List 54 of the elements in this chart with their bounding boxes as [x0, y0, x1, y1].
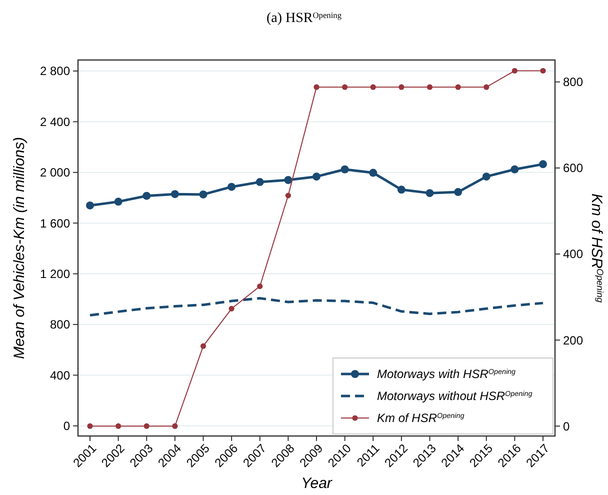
point	[285, 192, 291, 198]
legend-label: Km of HSR$^{Opening}$	[377, 410, 464, 426]
point	[142, 192, 151, 200]
y-tick-label: 2 000	[40, 166, 70, 180]
point	[256, 178, 264, 186]
y-tick-label: 400	[50, 368, 70, 382]
point	[172, 423, 178, 429]
point	[312, 172, 320, 181]
point	[342, 84, 348, 90]
y-axis-title: Mean of Vehicles-Km (in millions)	[11, 136, 28, 360]
y2-tick-label: 0	[563, 419, 570, 434]
point	[340, 165, 349, 174]
point	[314, 84, 320, 90]
point	[228, 182, 236, 191]
y-tick-label: 1 200	[40, 266, 70, 281]
point	[510, 165, 519, 174]
point	[426, 189, 434, 198]
y2-tick-label: 400	[563, 247, 584, 262]
point	[454, 188, 462, 196]
point	[512, 68, 518, 74]
point	[116, 423, 122, 429]
y-tick-label: 2 400	[40, 114, 70, 129]
point	[539, 160, 547, 168]
point	[170, 190, 179, 198]
y2-tick-label: 800	[563, 75, 584, 90]
point	[397, 186, 406, 194]
line-series	[88, 296, 544, 316]
point	[87, 423, 93, 429]
y-tick-label: 1 600	[40, 216, 70, 230]
point	[144, 423, 150, 429]
legend-label: Motorways with HSR$^{Opening}$	[377, 366, 516, 382]
y-tick-label: 800	[50, 318, 70, 332]
point	[540, 68, 546, 74]
y-tick-label: 0	[63, 419, 70, 434]
y2-tick-label: 200	[563, 333, 584, 348]
point	[398, 84, 404, 90]
y2-tick-label: 600	[563, 161, 584, 176]
point	[370, 84, 376, 90]
point	[86, 201, 94, 210]
point	[284, 176, 292, 184]
chart-title: (a) HSR$^{Opening}$	[266, 10, 342, 26]
legend-label: Motorways without HSR$^{Opening}$	[377, 388, 532, 404]
point	[484, 84, 490, 90]
point	[455, 84, 461, 90]
x-axis-title: Year	[301, 475, 333, 492]
point	[200, 343, 206, 349]
point	[228, 306, 234, 312]
y-tick-label: 2 800	[40, 64, 70, 78]
point	[426, 84, 433, 90]
point	[369, 168, 378, 177]
point	[199, 190, 208, 198]
point	[114, 198, 122, 206]
point	[257, 283, 263, 290]
point	[482, 172, 490, 181]
